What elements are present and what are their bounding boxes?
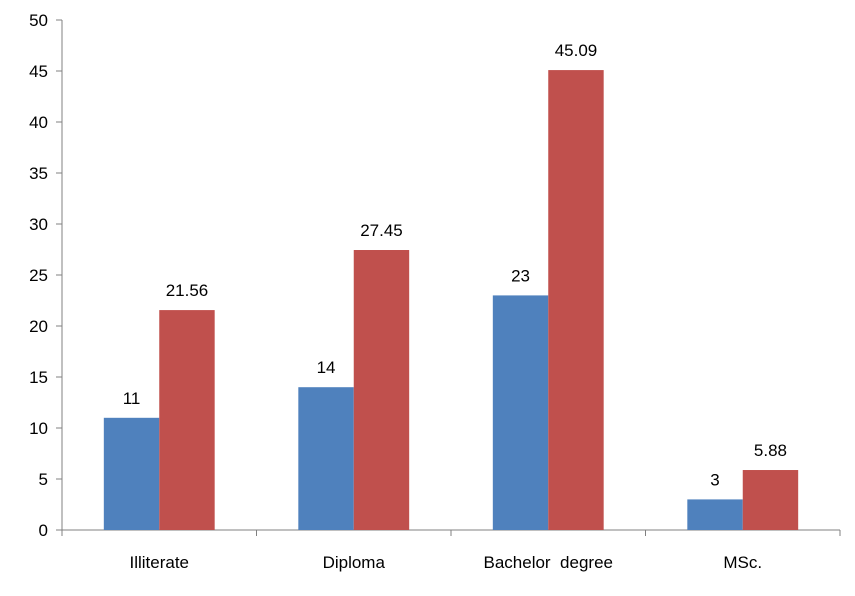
y-tick-label: 45 (29, 62, 48, 81)
bars (103, 70, 799, 530)
bar-series-1-1 (103, 417, 160, 530)
y-tick-label: 10 (29, 419, 48, 438)
data-label-series-2-2: 27.45 (360, 221, 403, 240)
x-category-label: Bachelor degree (484, 553, 613, 572)
data-labels: 11 14 23 3 21.56 27.45 45.09 5.88 (123, 41, 787, 489)
x-axis: Illiterate Diploma Bachelor degree MSc. (61, 529, 841, 572)
data-label-series-1-4: 3 (710, 470, 719, 489)
bar-series-1-2 (298, 387, 354, 530)
x-category-label: Diploma (323, 553, 386, 572)
data-label-series-1-2: 14 (317, 358, 336, 377)
bar-series-2-1 (159, 310, 215, 530)
bar-series-1-3 (492, 295, 549, 530)
bar-series-2-4 (742, 470, 799, 530)
y-tick-label: 15 (29, 368, 48, 387)
bar-series-1-4 (687, 499, 743, 530)
data-label-series-2-4: 5.88 (754, 441, 787, 460)
bar-series-2-3 (548, 70, 604, 530)
y-tick-label: 50 (29, 11, 48, 30)
bar-series-2-2 (353, 250, 410, 530)
y-tick-label: 0 (39, 521, 48, 540)
data-label-series-1-1: 11 (123, 389, 141, 408)
y-tick-label: 25 (29, 266, 48, 285)
data-label-series-2-3: 45.09 (555, 41, 598, 60)
data-label-series-2-1: 21.56 (166, 281, 209, 300)
y-tick-label: 30 (29, 215, 48, 234)
y-tick-label: 35 (29, 164, 48, 183)
x-category-label: Illiterate (129, 553, 189, 572)
y-axis: 0 5 10 15 20 25 30 35 40 45 50 (29, 11, 63, 540)
y-tick-label: 5 (39, 470, 48, 489)
x-category-label: MSc. (723, 553, 762, 572)
data-label-series-1-3: 23 (511, 266, 530, 285)
y-tick-label: 40 (29, 113, 48, 132)
y-tick-label: 20 (29, 317, 48, 336)
